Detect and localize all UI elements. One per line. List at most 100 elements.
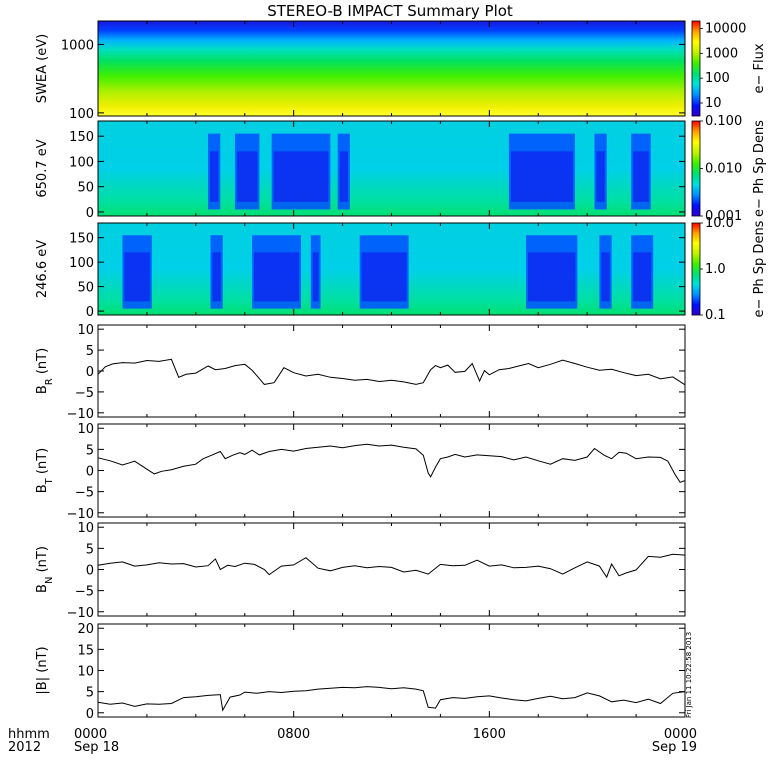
y-tick-label: 10	[77, 665, 94, 680]
heatmap-1	[98, 21, 685, 116]
pad-depletion-core	[236, 151, 258, 202]
panel-1: 10 100 1000 10000 e− Flux 100 1000 SWEA (eV)	[35, 20, 767, 122]
colorbar-label: e− Flux	[752, 43, 767, 93]
pad-depletion-core	[273, 151, 329, 202]
x-axis-prefix-year: 2012	[8, 740, 41, 755]
colorbar-tick-label: 10	[705, 96, 722, 111]
pad-depletion-core	[510, 151, 573, 202]
plot-title: STEREO-B IMPACT Summary Plot	[267, 2, 513, 20]
y-tick-label: 5	[86, 542, 94, 557]
y-tick-label: −5	[75, 486, 94, 501]
pad-depletion-core	[633, 151, 649, 202]
pad-depletion-core	[528, 252, 576, 302]
pad-depletion-core	[601, 252, 610, 302]
y-tick-label: −10	[67, 407, 94, 422]
x-tick-label: 0800	[277, 727, 310, 742]
panel-6: −10 −5 0 5 10 BN (nT)	[35, 521, 686, 621]
colorbar-tick-label: 10.0	[705, 216, 734, 231]
colorbar-1	[691, 20, 701, 117]
line-panel-bg	[98, 424, 685, 517]
y-tick-label: 10	[77, 422, 94, 437]
y-tick-label: 0	[86, 305, 94, 320]
y-tick-label: 0	[86, 465, 94, 480]
pad-depletion-core	[361, 252, 407, 302]
panel-2: 0.001 0.010 0.100 e− Ph Sp Dens 0 50 100 150 650…	[35, 114, 767, 224]
pad-depletion-core	[210, 151, 219, 202]
y-tick-label: 5	[86, 344, 94, 359]
colorbar-tick-label: 0.1	[705, 308, 726, 323]
x-tick-label: 0000	[74, 727, 107, 742]
colorbar-tick-label: 10000	[705, 21, 746, 36]
y-axis-label: SWEA (eV)	[35, 34, 50, 103]
y-tick-label: −5	[75, 386, 94, 401]
y-tick-label: −10	[67, 507, 94, 522]
y-axis-label: 246.6 eV	[35, 240, 50, 298]
series-line-7	[97, 686, 686, 712]
series-line-5	[97, 443, 686, 483]
colorbar-label: e− Ph Sp Dens	[752, 220, 767, 317]
y-tick-label: 1000	[61, 38, 94, 53]
y-tick-label: 0	[86, 365, 94, 380]
y-tick-label: 50	[77, 181, 94, 196]
y-tick-label: −10	[67, 606, 94, 621]
swea-spectrogram	[98, 21, 685, 116]
x-tick-label: 0000	[664, 727, 697, 742]
panel-5: −10 −5 0 5 10 BT (nT)	[35, 422, 686, 522]
colorbar-2	[691, 120, 701, 217]
colorbar-tick-label: 0.001	[705, 209, 742, 224]
panel-3: 0.1 1.0 10.0 e− Ph Sp Dens 0 50 100 150 246.6 eV	[35, 216, 767, 323]
panel-7: 0 5 10 15 20 |B| (nT)	[35, 622, 686, 722]
y-axis-label: BN (nT)	[35, 546, 55, 593]
y-tick-label: 0	[86, 206, 94, 221]
x-tick-date-label: Sep 19	[652, 740, 697, 755]
y-tick-label: 100	[69, 256, 94, 271]
line-panel-bg	[98, 523, 685, 616]
timestamp-label: Fri Jan 11 10:22:58 2013	[685, 632, 693, 718]
series-line-4	[97, 358, 686, 386]
heatmap-2	[98, 121, 685, 216]
colorbar-tick-label: 0.010	[705, 162, 742, 177]
colorbar-label: e− Ph Sp Dens	[752, 120, 767, 217]
y-tick-label: −5	[75, 585, 94, 600]
colorbar-3	[691, 222, 701, 316]
line-panel-bg	[98, 624, 685, 717]
y-axis-label: BR (nT)	[35, 348, 55, 394]
series-line-6	[97, 553, 686, 579]
x-tick-date-label: Sep 18	[74, 740, 119, 755]
y-tick-label: 0	[86, 564, 94, 579]
y-tick-label: 20	[77, 622, 94, 637]
y-tick-label: 100	[69, 107, 94, 122]
pad-depletion-core	[596, 151, 605, 202]
y-tick-label: 0	[86, 707, 94, 722]
pad-depletion-core	[312, 252, 319, 302]
colorbar-tick-label: 100	[705, 71, 730, 86]
y-tick-label: 150	[69, 232, 94, 247]
y-tick-label: 5	[86, 443, 94, 458]
colorbar-tick-label: 1.0	[705, 262, 726, 277]
y-axis-label: BT (nT)	[35, 448, 55, 494]
y-axis-label: 650.7 eV	[35, 139, 50, 197]
pad-depletion-core	[254, 252, 300, 302]
x-axis-prefix-hhmm: hhmm	[8, 727, 50, 742]
pad-depletion-core	[212, 252, 221, 302]
y-tick-label: 15	[77, 643, 94, 658]
y-tick-label: 150	[69, 130, 94, 145]
panel-4: −10 −5 0 5 10 BR (nT)	[35, 323, 686, 422]
heatmap-3	[98, 223, 685, 315]
pad-background	[98, 121, 685, 216]
colorbar-tick-label: 1000	[705, 46, 738, 61]
colorbar-tick-label: 0.100	[705, 114, 742, 129]
y-tick-label: 5	[86, 686, 94, 701]
pad-depletion-core	[124, 252, 150, 302]
pad-depletion-core	[339, 151, 348, 202]
pad-depletion-core	[633, 252, 652, 302]
x-tick-label: 1600	[473, 727, 506, 742]
y-tick-label: 10	[77, 323, 94, 338]
y-tick-label: 50	[77, 281, 94, 296]
y-tick-label: 10	[77, 521, 94, 536]
line-panel-bg	[98, 325, 685, 417]
y-axis-label: |B| (nT)	[35, 646, 50, 694]
y-tick-label: 100	[69, 155, 94, 170]
